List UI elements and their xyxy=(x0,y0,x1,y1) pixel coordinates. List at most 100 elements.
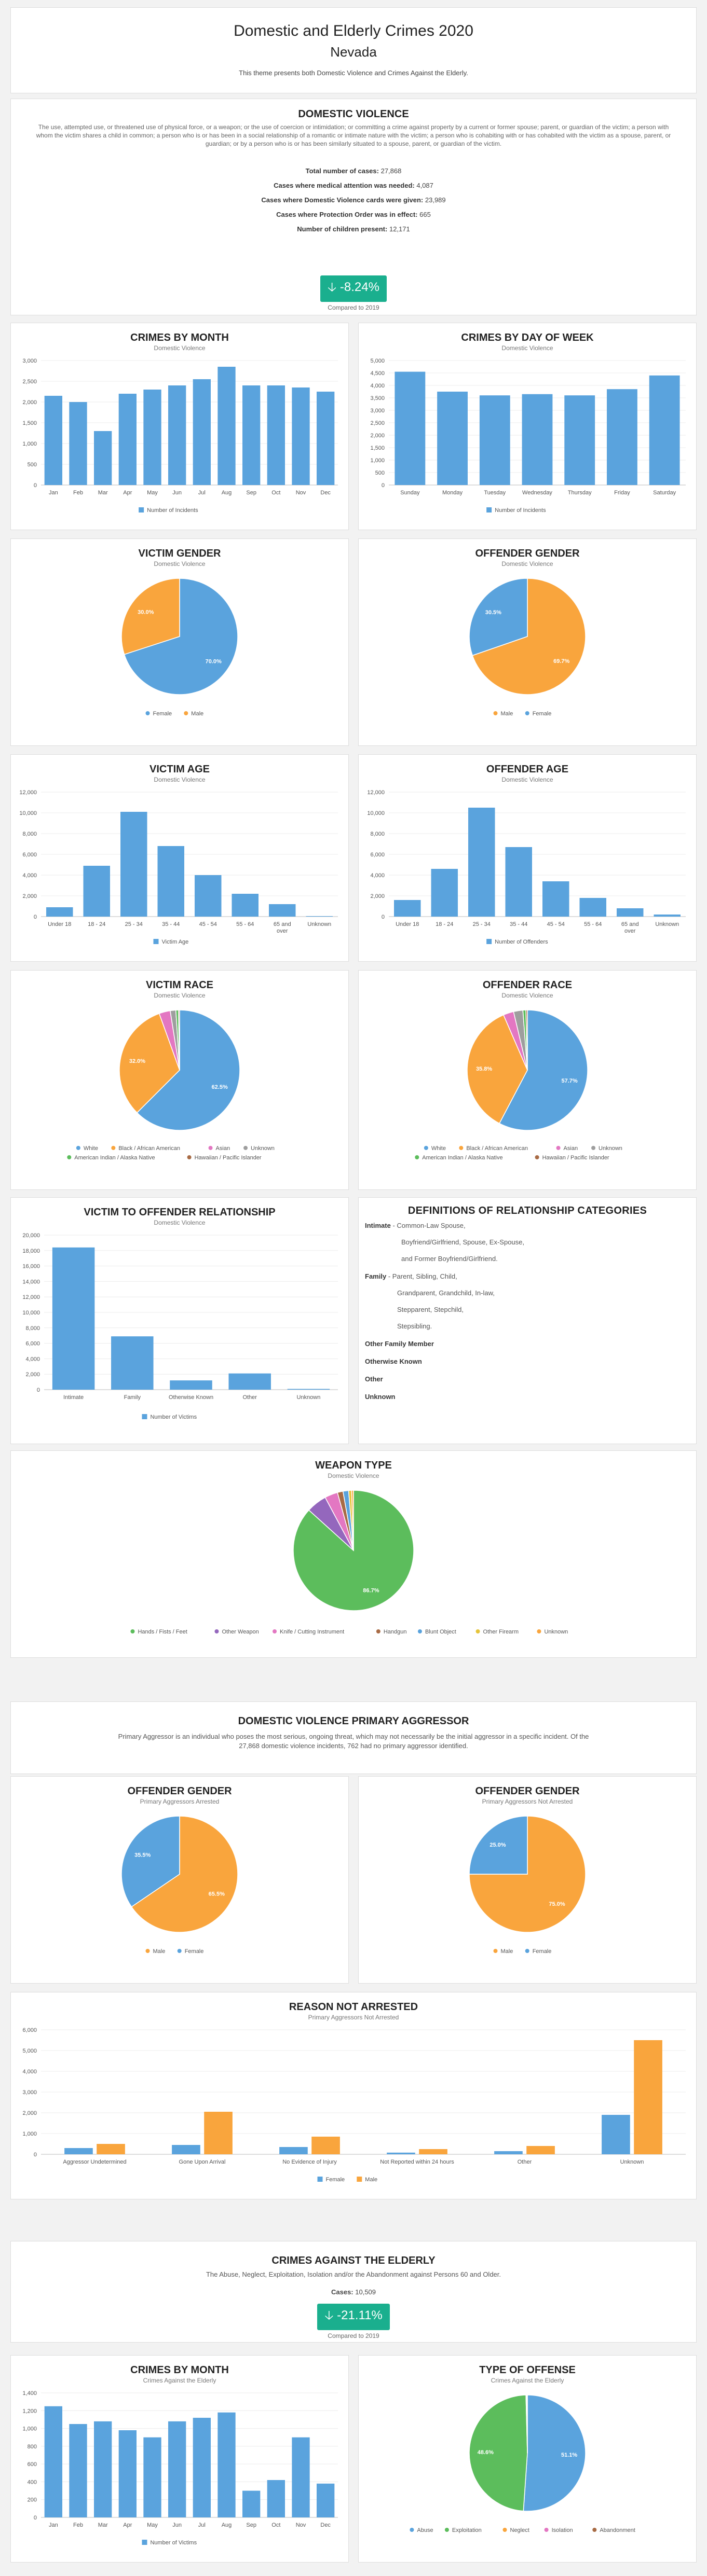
elderly-panel: CRIMES AGAINST THE ELDERLY The Abuse, Ne… xyxy=(10,2241,697,2343)
bar-may xyxy=(143,390,161,485)
x-tick-label: Family xyxy=(124,1394,141,1401)
pie-data-label: 75.0% xyxy=(549,1901,565,1907)
stat-medical-attention: Cases where medical attention was needed… xyxy=(274,182,433,189)
legend-swatch xyxy=(208,1146,213,1150)
y-tick-label: 2,500 xyxy=(370,420,385,426)
y-tick-label: 8,000 xyxy=(22,831,37,837)
y-tick-label: 6,000 xyxy=(22,2027,37,2033)
x-tick-label: Intimate xyxy=(63,1394,84,1401)
legend-swatch xyxy=(243,1146,248,1150)
pie-data-label: 86.7% xyxy=(363,1587,379,1594)
legend-swatch xyxy=(591,1146,596,1150)
x-tick-label: Unknown xyxy=(620,2159,644,2165)
y-tick-label: 1,200 xyxy=(22,2408,37,2414)
chart-title: OFFENDER GENDER xyxy=(127,1785,232,1797)
legend-label-number-of-incidents: Number of Incidents xyxy=(147,507,198,514)
legend-swatch xyxy=(145,1949,150,1953)
legend-swatch xyxy=(142,1414,147,1419)
chart-title: OFFENDER GENDER xyxy=(475,548,580,559)
legend-label-female: Female xyxy=(185,1948,204,1955)
chart-title: VICTIM RACE xyxy=(146,979,213,991)
legend-label-black-african-american: Black / African American xyxy=(118,1145,180,1152)
legend-label-number-of-victims: Number of Victims xyxy=(150,1414,197,1420)
chart-title: OFFENDER AGE xyxy=(486,764,568,775)
chart-title: VICTIM GENDER xyxy=(139,548,221,559)
bar-mar xyxy=(94,431,112,485)
x-tick-label: Sep xyxy=(246,490,256,496)
x-tick-label: Jun xyxy=(172,2522,182,2528)
pie-data-label: 30.5% xyxy=(485,610,501,616)
chart-title: CRIMES BY MONTH xyxy=(130,2364,229,2376)
panel-offender-gender: OFFENDER GENDER Domestic Violence 69.7% 30.… xyxy=(358,538,697,746)
legend-label-unknown: Unknown xyxy=(544,1629,568,1635)
dv-change-badge: 🡣 -8.24% xyxy=(320,275,387,302)
x-tick-label: Otherwise Known xyxy=(169,1394,213,1401)
legend-swatch xyxy=(525,711,529,715)
x-tick-label: 18 - 24 xyxy=(88,921,105,927)
legend-label-hawaiian-pacific-islander: Hawaiian / Pacific Islander xyxy=(195,1155,262,1161)
x-tick-label: 35 - 44 xyxy=(162,921,180,927)
bar-nov xyxy=(292,2437,310,2517)
legend-swatch xyxy=(76,1146,80,1150)
pie-slice-female xyxy=(469,578,528,656)
chart-subtitle: Primary Aggressors Arrested xyxy=(140,1798,220,1805)
y-tick-label: 3,000 xyxy=(22,2089,37,2096)
chart-subtitle: Crimes Against the Elderly xyxy=(491,2377,564,2384)
bar-other xyxy=(228,1373,271,1390)
chart-subtitle: Domestic Violence xyxy=(154,992,205,999)
x-tick-label: over xyxy=(624,928,636,934)
x-tick-label: Unknown xyxy=(655,921,679,927)
pie-data-label: 69.7% xyxy=(553,658,569,664)
bar-45-54 xyxy=(542,881,569,917)
legend-swatch xyxy=(444,2528,449,2532)
chart-subtitle: Domestic Violence xyxy=(154,560,205,567)
panel-relationship: VICTIM TO OFFENDER RELATIONSHIP Domestic … xyxy=(10,1197,349,1444)
bar-sep xyxy=(242,385,261,485)
legend-swatch xyxy=(187,1155,192,1159)
legend-label-handgun: Handgun xyxy=(384,1629,407,1635)
x-tick-label: Aggressor Undetermined xyxy=(63,2159,126,2165)
panel-weapon: WEAPON TYPE Domestic Violence 86.7% Hands /… xyxy=(10,1450,697,1658)
bar-jul xyxy=(193,2418,211,2517)
bar-unknown xyxy=(287,1389,330,1390)
y-tick-label: 4,000 xyxy=(370,872,385,879)
y-tick-label: 2,000 xyxy=(370,893,385,899)
y-tick-label: 18,000 xyxy=(22,1248,40,1254)
x-tick-label: Dec xyxy=(320,2522,331,2528)
x-tick-label: over xyxy=(277,928,288,934)
x-tick-label: Wednesday xyxy=(522,490,552,496)
arrow-down-icon: 🡣 xyxy=(324,2308,334,2322)
x-tick-label: Feb xyxy=(73,2522,83,2528)
y-tick-label: 1,000 xyxy=(22,2131,37,2137)
y-tick-label: 0 xyxy=(34,914,37,920)
bar-jun xyxy=(168,2421,186,2517)
x-tick-label: Mar xyxy=(98,490,108,496)
bar-no-evidence-of-injury-female xyxy=(279,2147,308,2154)
legend-swatch xyxy=(142,2540,147,2545)
x-tick-label: May xyxy=(147,2522,158,2528)
legend-label-male: Male xyxy=(191,711,203,717)
bar-55-64 xyxy=(579,898,606,917)
chart-subtitle: Domestic Violence xyxy=(154,344,205,352)
elderly-text: The Abuse, Neglect, Exploitation, Isolat… xyxy=(206,2270,501,2278)
dv-change-wrap: 🡣 -8.24% Compared to 2019 xyxy=(11,275,696,311)
y-tick-label: 1,000 xyxy=(370,458,385,464)
legend-label-knife-cutting-instrument: Knife / Cutting Instrument xyxy=(280,1629,344,1635)
pie-slice-male xyxy=(131,1816,238,1933)
def-family-line: Stepparent, Stepchild, xyxy=(397,1306,464,1313)
aggressor-text: Primary Aggressor is an individual who p… xyxy=(118,1733,589,1750)
y-tick-label: 6,000 xyxy=(22,852,37,858)
legend-label-hands-fists-feet: Hands / Fists / Feet xyxy=(138,1629,187,1635)
y-tick-label: 12,000 xyxy=(22,1294,40,1300)
bar-may xyxy=(143,2437,161,2517)
x-tick-label: May xyxy=(147,490,158,496)
legend-swatch xyxy=(486,507,492,513)
panel-dv-dow: CRIMES BY DAY OF WEEK Domestic Violence 0 5… xyxy=(358,323,697,530)
legend-label-blunt-object: Blunt Object xyxy=(425,1629,456,1635)
bar-aggressor-undetermined-male xyxy=(97,2144,125,2154)
